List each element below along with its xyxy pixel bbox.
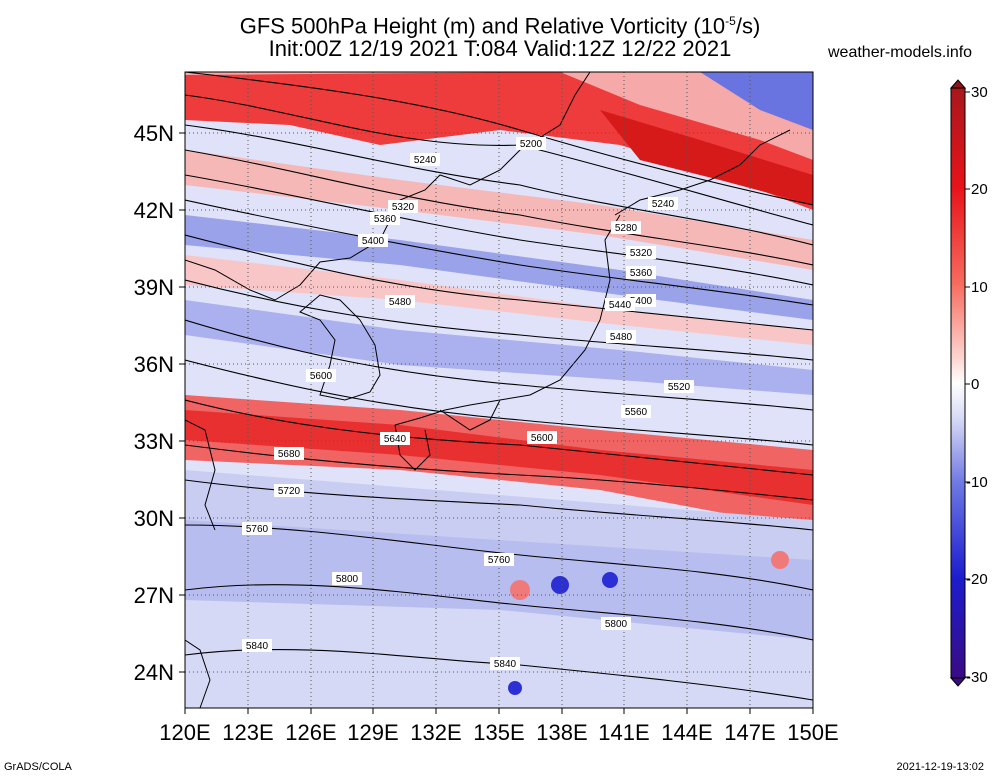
contour-label: 5320 [626, 246, 656, 259]
svg-text:5400: 5400 [362, 236, 385, 247]
lat-label: 33N [134, 429, 174, 454]
colorbar-tick: -10 [966, 474, 988, 491]
colorbar-tick: -30 [966, 669, 988, 686]
lon-label: 150E [787, 720, 838, 745]
contour-label: 5280 [611, 221, 641, 234]
colorbar-tick: 0 [971, 376, 979, 393]
lon-label: 123E [222, 720, 273, 745]
svg-text:5440: 5440 [609, 300, 632, 311]
contour-label: 5360 [626, 266, 656, 279]
footer-timestamp: 2021-12-19-13:02 [896, 761, 984, 773]
svg-text:5600: 5600 [531, 433, 554, 444]
colorbar-tick: 30 [971, 84, 988, 101]
contour-label: 5720 [274, 484, 304, 497]
contour-label: 5800 [601, 617, 631, 630]
colorbar-bottom-arrow [949, 677, 967, 687]
colorbar-scale [950, 87, 966, 679]
contour-labels: 5200 5240 5240 5280 5320 5320 5360 5360 … [242, 137, 694, 670]
lon-label: 126E [285, 720, 336, 745]
svg-text:5320: 5320 [392, 202, 415, 213]
lon-label: 129E [347, 720, 398, 745]
contour-label: 5800 [332, 572, 362, 585]
title-suffix: /s) [735, 13, 761, 39]
lon-label: 120E [159, 720, 210, 745]
svg-text:5600: 5600 [310, 371, 333, 382]
lon-label: 144E [661, 720, 712, 745]
vorticity-field [185, 72, 813, 708]
map-title-line1: GFS 500hPa Height (m) and Relative Vorti… [140, 8, 860, 39]
lat-label: 30N [134, 506, 174, 531]
contour-label: 5840 [242, 639, 272, 652]
map-title-line2: Init:00Z 12/19 2021 T:084 Valid:12Z 12/2… [268, 36, 732, 61]
lon-ticks [184, 708, 814, 714]
footer-credit: GrADS/COLA [4, 761, 72, 773]
lat-label: 24N [134, 660, 174, 685]
contour-label: 5200 [516, 137, 546, 150]
svg-text:5800: 5800 [605, 619, 628, 630]
title-exponent: -5 [725, 14, 736, 28]
lat-label: 36N [134, 352, 174, 377]
contour-label: 5240 [410, 153, 440, 166]
svg-text:5520: 5520 [668, 382, 691, 393]
svg-text:5840: 5840 [494, 659, 517, 670]
svg-text:5760: 5760 [488, 555, 511, 566]
svg-text:5360: 5360 [374, 214, 397, 225]
lat-label: 45N [134, 121, 174, 146]
contour-label: 5440 [605, 298, 635, 311]
contour-label: 5520 [664, 380, 694, 393]
lon-label: 132E [410, 720, 461, 745]
svg-text:5280: 5280 [615, 223, 638, 234]
contour-label: 5480 [385, 295, 415, 308]
colorbar-top-arrow [949, 79, 967, 89]
svg-text:5400: 5400 [630, 296, 653, 307]
svg-text:5480: 5480 [610, 332, 633, 343]
contour-label: 5400 [358, 234, 388, 247]
title-prefix: GFS 500hPa Height (m) and Relative Vorti… [239, 13, 726, 39]
svg-text:5760: 5760 [246, 524, 269, 535]
colorbar-tick: 10 [971, 279, 988, 296]
contour-label: 5560 [621, 405, 651, 418]
contour-label: 5240 [648, 197, 678, 210]
colorbar: 30 20 10 0 -10 -20 -30 [949, 79, 988, 687]
contour-label: 5680 [274, 447, 304, 460]
colorbar-tick: 20 [971, 181, 988, 198]
contour-label: 5320 [388, 200, 418, 213]
lat-ticks [179, 132, 185, 673]
svg-text:5640: 5640 [384, 434, 407, 445]
svg-text:5200: 5200 [520, 139, 543, 150]
svg-text:5240: 5240 [652, 199, 675, 210]
contour-label: 5640 [380, 432, 410, 445]
graticule [185, 72, 813, 708]
svg-text:5680: 5680 [278, 449, 301, 460]
lon-label: 147E [724, 720, 775, 745]
svg-text:5800: 5800 [336, 574, 359, 585]
contour-label: 5760 [484, 553, 514, 566]
svg-text:5720: 5720 [278, 486, 301, 497]
lat-label: 42N [134, 198, 174, 223]
contour-label: 5760 [242, 522, 272, 535]
height-contours [185, 72, 813, 701]
lon-label: 138E [536, 720, 587, 745]
lat-labels: 45N 42N 39N 36N 33N 30N 27N 24N [134, 121, 174, 685]
svg-text:5360: 5360 [630, 268, 653, 279]
lat-label: 39N [134, 275, 174, 300]
lon-label: 141E [598, 720, 649, 745]
svg-text:5560: 5560 [625, 407, 648, 418]
contour-label: 5600 [306, 369, 336, 382]
contour-label: 5360 [370, 212, 400, 225]
svg-text:5840: 5840 [246, 641, 269, 652]
svg-text:5480: 5480 [389, 297, 412, 308]
lon-label: 135E [473, 720, 524, 745]
contour-label: 5600 [527, 431, 557, 444]
lat-label: 27N [134, 583, 174, 608]
site-watermark: weather-models.info [828, 44, 973, 61]
contour-label: 5840 [490, 657, 520, 670]
contour-label: 5480 [606, 330, 636, 343]
lon-labels: 120E 123E 126E 129E 132E 135E 138E 141E … [159, 720, 838, 745]
svg-text:5240: 5240 [414, 155, 437, 166]
colorbar-tick: -20 [966, 571, 988, 588]
svg-text:5320: 5320 [630, 248, 653, 259]
